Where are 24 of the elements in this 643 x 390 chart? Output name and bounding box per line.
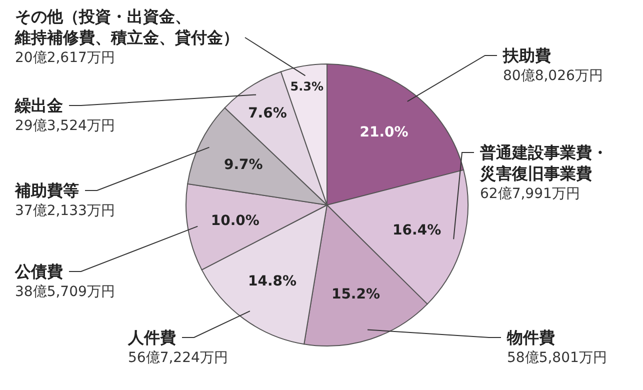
text: 80億8,026万円 <box>503 67 604 86</box>
slice-label: その他（投資・出資金、維持補修費、積立金、貸付金） <box>15 7 239 47</box>
slice-label: 扶助費 <box>503 46 551 65</box>
slice-label: 補助費等 <box>15 181 79 200</box>
text: 62億7,991万円 <box>480 185 581 204</box>
slice-label: 公債費 <box>15 262 63 281</box>
data-label: 15.2% <box>331 286 380 303</box>
data-label: 14.8% <box>248 273 297 290</box>
data-label: 10.0% <box>210 213 260 230</box>
text: 29億3,524万円 <box>15 117 116 136</box>
text: 37億2,133万円 <box>15 202 116 221</box>
text: 38億5,709万円 <box>15 283 116 302</box>
slice-label: 人件費 <box>128 328 176 347</box>
data-label: 16.4% <box>392 222 442 238</box>
text: 58億5,801万円 <box>507 349 608 368</box>
slice-label: 普通建設事業費・災害復旧事業費 <box>480 143 608 183</box>
data-label: 9.7% <box>224 157 263 174</box>
text: 56億7,224万円 <box>128 349 229 368</box>
data-label: 5.3% <box>290 79 324 94</box>
slice-label: 物件費 <box>507 328 555 347</box>
data-label: 7.6% <box>248 106 287 122</box>
data-label: 21.0% <box>360 124 408 140</box>
slice-label: 繰出金 <box>15 96 63 115</box>
text: 20億2,617万円 <box>15 49 116 68</box>
